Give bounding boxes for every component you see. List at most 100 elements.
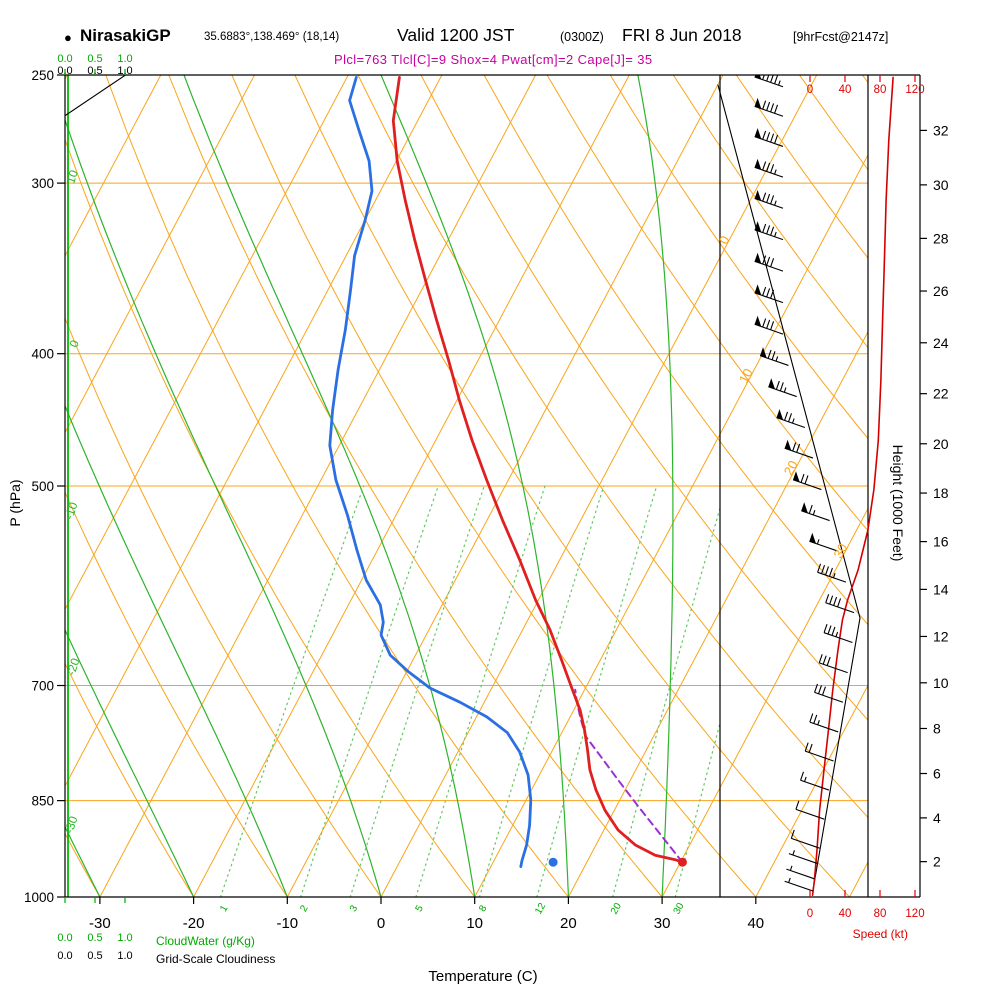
wind-barb <box>814 683 844 703</box>
sounding-profiles <box>328 76 687 868</box>
mixing-ratio-line <box>219 485 365 897</box>
moist-adiabat-line <box>637 75 674 897</box>
surface-dewpoint-dot <box>548 857 558 867</box>
cloudwater-tick-label: 0.0 <box>57 932 72 944</box>
cloudwater-legend: CloudWater (g/Kg) <box>156 934 255 948</box>
forecast-note: [9hrFcst@2147z] <box>793 30 889 44</box>
cloudwater-tick-label: 1.0 <box>117 932 132 944</box>
mixing-ratio-label: 3 <box>348 903 361 914</box>
surface-temperature-dot <box>677 857 687 867</box>
temperature-tick-label: 10 <box>466 915 483 932</box>
height-tick-label: 6 <box>933 766 941 782</box>
wind-barb <box>754 128 784 147</box>
dry-adiabat-line <box>168 75 663 897</box>
isotherm-label: 0 <box>716 233 733 246</box>
isotherm-line <box>65 75 443 788</box>
wind-barb <box>754 189 784 209</box>
isotherm-line <box>380 75 818 897</box>
speed-tick-label: 40 <box>839 908 852 920</box>
mixing-ratio-label: 5 <box>414 903 427 914</box>
speed-tick-label: 0 <box>807 84 813 96</box>
dry-adiabat-line <box>65 662 195 897</box>
moist-adiabat-line <box>65 404 288 897</box>
parcel-path-line <box>574 688 684 864</box>
cloudwater-tick-label: 0.5 <box>87 53 102 65</box>
pressure-tick-label: 1000 <box>24 890 54 905</box>
station-marker-icon: ● <box>64 30 72 45</box>
speed-axis-title: Speed (kt) <box>853 927 908 941</box>
height-tick-label: 20 <box>933 436 949 452</box>
speed-tick-label: 80 <box>874 84 887 96</box>
moist-adiabat-label: -10 <box>62 500 81 521</box>
mixing-ratio-label: 1 <box>218 903 231 914</box>
pressure-tick-label: 500 <box>31 479 54 494</box>
isotherm-line <box>65 75 162 257</box>
temperature-tick-label: -20 <box>183 915 205 932</box>
height-tick-label: 24 <box>933 335 949 351</box>
wind-barb <box>817 563 847 583</box>
isotherm-line <box>65 75 255 434</box>
isotherm-line <box>99 75 537 897</box>
temperature-tick-label: 0 <box>377 915 385 932</box>
wind-barb <box>818 654 848 674</box>
cloudwater-tick-label: 0.0 <box>57 53 72 65</box>
wind-barb <box>792 471 822 491</box>
wind-barb <box>786 865 815 880</box>
mixing-ratio-line <box>415 485 546 897</box>
mixing-ratio-line <box>300 485 439 897</box>
cloudwater-tick-label: 0.5 <box>87 932 102 944</box>
isotherm-line <box>474 153 868 897</box>
pressure-tick-label: 250 <box>31 68 54 83</box>
wind-barb <box>788 850 818 864</box>
wind-barb <box>823 623 853 643</box>
pressure-tick-label: 400 <box>31 347 54 362</box>
wind-barb <box>784 877 814 892</box>
speed-tick-label: 120 <box>905 908 924 920</box>
wind-barb <box>754 315 784 335</box>
height-tick-label: 32 <box>933 122 949 138</box>
height-tick-label: 26 <box>933 283 949 299</box>
wind-barb <box>768 378 797 398</box>
speed-tick-label: 80 <box>874 908 887 920</box>
mixing-ratio-line <box>536 485 658 897</box>
moist-and-mixing-grid <box>65 75 720 897</box>
valid-time-label: Valid 1200 JST <box>397 25 515 45</box>
mixing-ratio-label: 30 <box>672 901 687 917</box>
height-reference-line <box>65 75 127 117</box>
dry-adiabat-line <box>672 75 868 349</box>
moist-adiabat-label: 10 <box>63 168 81 185</box>
cloudwater-tick-label: 1.0 <box>117 53 132 65</box>
height-tick-label: 14 <box>933 581 949 597</box>
wind-barb <box>825 594 855 614</box>
dry-adiabat-line <box>861 75 868 84</box>
moist-adiabat-label: -30 <box>62 814 81 835</box>
derived-parameters-line: Plcl=763 Tlcl[C]=9 Shox=4 Pwat[cm]=2 Cap… <box>334 52 653 67</box>
height-tick-label: 8 <box>933 720 941 736</box>
station-name: NirasakiGP <box>80 26 171 45</box>
wind-barb <box>754 221 784 241</box>
mixing-ratio-line <box>349 485 485 897</box>
height-tick-label: 28 <box>933 230 949 246</box>
dry-adiabat-line <box>65 138 476 897</box>
height-tick-label: 12 <box>933 628 949 644</box>
mixing-ratio-label: 20 <box>609 901 624 917</box>
moist-adiabat-line <box>65 118 382 897</box>
moist-adiabat-label: -20 <box>64 656 83 677</box>
dry-adiabat-line <box>357 75 868 819</box>
dry-adiabat-line <box>105 75 569 897</box>
wind-barb <box>801 502 830 522</box>
moist-adiabat-label: 0 <box>67 338 82 349</box>
wind-panel <box>65 75 894 897</box>
speed-tick-label: 120 <box>905 84 924 96</box>
wind-barb <box>759 347 789 366</box>
mixing-ratio-line <box>478 485 605 897</box>
dry-adiabat-line <box>483 75 868 626</box>
isotherm-line <box>755 684 868 897</box>
wind-barb <box>804 742 834 762</box>
height-tick-label: 10 <box>933 675 949 691</box>
valid-date-label: FRI 8 Jun 2018 <box>622 25 742 45</box>
cloudiness-tick-label: 1.0 <box>117 65 132 77</box>
wind-barb <box>754 75 784 88</box>
